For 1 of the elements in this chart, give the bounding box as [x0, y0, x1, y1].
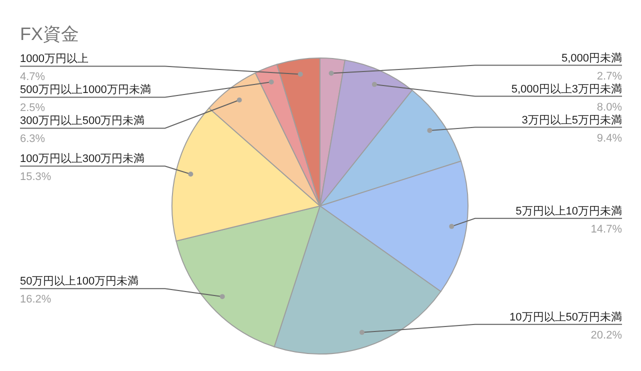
title: FX資金	[20, 24, 80, 44]
